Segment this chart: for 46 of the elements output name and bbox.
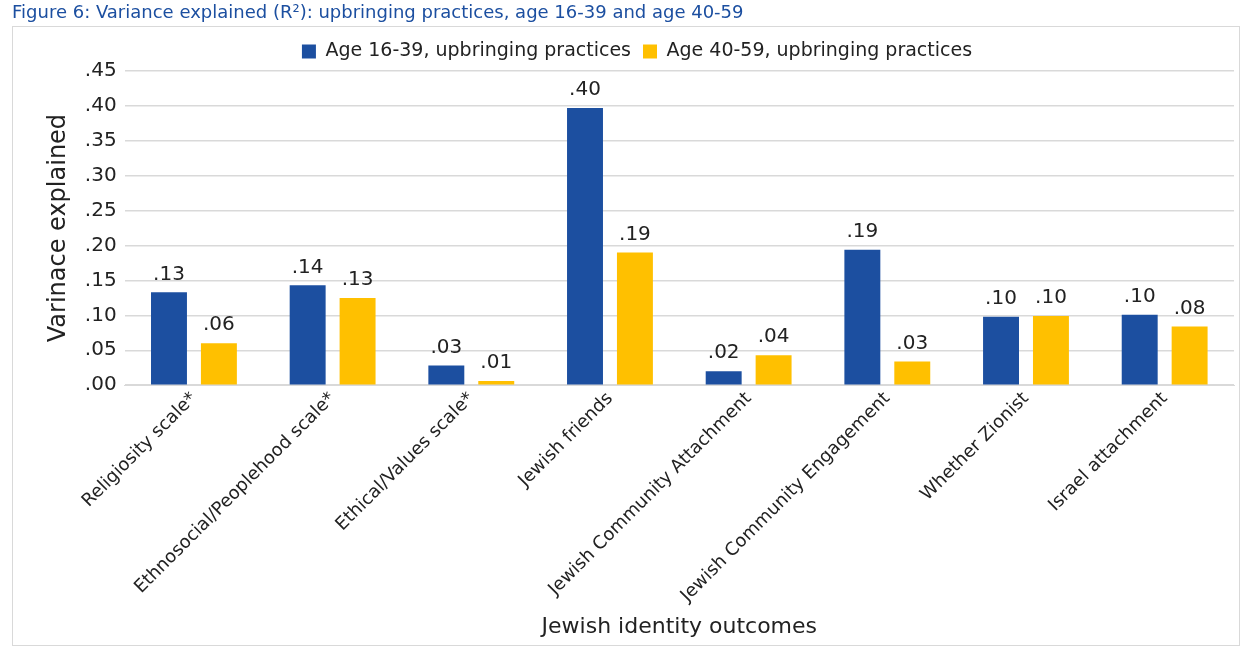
data-label: .01	[480, 349, 513, 374]
data-label: .08	[1173, 294, 1206, 319]
y-tick-label: .15	[84, 266, 117, 291]
data-label: .19	[619, 220, 651, 245]
bar	[428, 365, 465, 385]
data-label: .13	[341, 266, 374, 291]
bar	[616, 252, 653, 385]
bar	[983, 316, 1019, 385]
y-tick-label: .25	[84, 196, 117, 221]
y-tick-label: .45	[84, 57, 117, 82]
data-label: .13	[153, 260, 185, 285]
data-label: .06	[203, 311, 235, 336]
bar	[289, 285, 326, 385]
bar	[1032, 316, 1069, 385]
data-label: .14	[291, 253, 324, 278]
bar	[894, 361, 931, 385]
data-label: .02	[707, 339, 740, 364]
x-axis-title: Jewish identity outcomes	[539, 612, 818, 638]
data-label: .10	[1035, 284, 1067, 309]
bar	[200, 343, 237, 385]
data-label: .03	[430, 333, 463, 358]
legend-label: Age 40-59, upbringing practices	[666, 38, 973, 61]
bar	[844, 249, 881, 385]
bar	[705, 371, 742, 385]
bar	[1171, 326, 1208, 385]
bar	[567, 108, 603, 385]
y-tick-label: .10	[84, 301, 117, 326]
bar	[339, 297, 376, 385]
y-tick-label: .40	[84, 92, 117, 117]
y-tick-label: .05	[84, 336, 117, 361]
data-label: .40	[569, 76, 601, 101]
y-tick-label: .20	[84, 231, 117, 256]
chart-title: Figure 6: Variance explained (R²): upbringing practices, age 16-39 and age 40-59	[12, 1, 744, 22]
y-axis-title: Varinace explained	[42, 113, 71, 343]
y-tick-label: .30	[84, 161, 117, 186]
y-tick-label: .35	[84, 127, 117, 152]
legend-label: Age 16-39, upbringing practices	[325, 38, 631, 61]
bar	[1121, 314, 1158, 385]
data-label: .04	[757, 323, 790, 348]
data-label: .19	[846, 217, 879, 242]
data-label: .03	[896, 329, 929, 354]
data-label: .10	[985, 284, 1017, 309]
bar	[755, 355, 792, 385]
bar	[151, 292, 187, 385]
data-label: .10	[1123, 282, 1156, 307]
y-tick-label: .00	[84, 371, 117, 396]
